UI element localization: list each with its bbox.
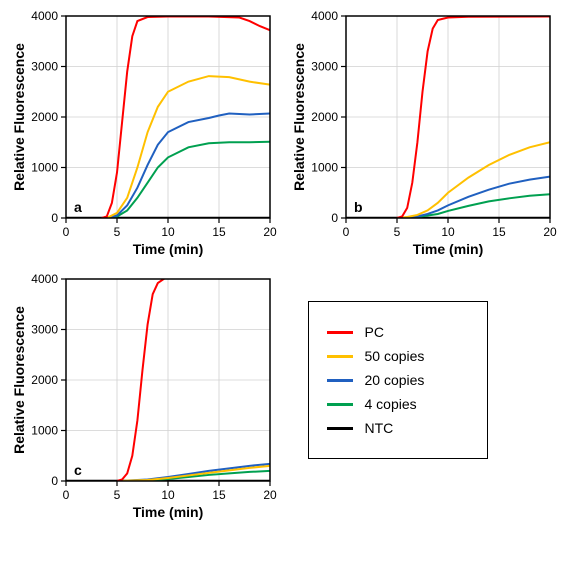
panel-tag: b — [354, 199, 363, 215]
legend-label: NTC — [365, 420, 394, 436]
panel-tag: c — [74, 462, 82, 478]
y-axis-label: Relative Fluorescence — [291, 43, 307, 191]
legend-row-c20: 20 copies — [327, 372, 469, 388]
legend-row-c50: 50 copies — [327, 348, 469, 364]
xtick-label: 20 — [263, 488, 277, 502]
ytick-label: 3000 — [31, 323, 58, 337]
legend-box: PC 50 copies 20 copies 4 copies NTC — [308, 301, 488, 459]
xtick-label: 10 — [441, 225, 455, 239]
chart-a: 0 5 10 15 20 0 1000 2000 3000 4000 Time (min) Relat… — [8, 8, 278, 263]
xtick-label: 20 — [263, 225, 277, 239]
ytick-label: 4000 — [31, 272, 58, 286]
panel-a: 0 5 10 15 20 0 1000 2000 3000 4000 Time (min) Relat… — [8, 8, 280, 263]
chart-c: 0 5 10 15 20 0 1000 2000 3000 4000 Time (min) Relat… — [8, 271, 278, 526]
legend-swatch-c50 — [327, 355, 353, 358]
ytick-label: 0 — [51, 474, 58, 488]
xtick-label: 10 — [161, 225, 175, 239]
xtick-label: 0 — [63, 225, 70, 239]
ytick-label: 2000 — [311, 110, 338, 124]
legend-label: 20 copies — [365, 372, 425, 388]
ytick-label: 2000 — [31, 110, 58, 124]
x-axis-label: Time (min) — [133, 241, 204, 257]
ytick-label: 3000 — [311, 60, 338, 74]
xtick-label: 5 — [393, 225, 400, 239]
legend-row-ntc: NTC — [327, 420, 469, 436]
panel-b: 0 5 10 15 20 0 1000 2000 3000 4000 Time (min) Relat… — [288, 8, 560, 263]
ytick-label: 0 — [51, 211, 58, 225]
x-axis-label: Time (min) — [133, 504, 204, 520]
y-axis-label: Relative Fluorescence — [11, 306, 27, 454]
y-axis-label: Relative Fluorescence — [11, 43, 27, 191]
legend-row-c4: 4 copies — [327, 396, 469, 412]
xtick-label: 0 — [63, 488, 70, 502]
legend-row-pc: PC — [327, 324, 469, 340]
xtick-label: 15 — [492, 225, 506, 239]
ytick-label: 1000 — [31, 424, 58, 438]
xtick-label: 15 — [212, 488, 226, 502]
x-axis-label: Time (min) — [412, 241, 483, 257]
xtick-label: 15 — [212, 225, 226, 239]
panel-tag: a — [74, 199, 82, 215]
panel-c: 0 5 10 15 20 0 1000 2000 3000 4000 Time (min) Relat… — [8, 271, 280, 526]
ytick-label: 4000 — [311, 9, 338, 23]
xtick-label: 10 — [161, 488, 175, 502]
chart-b: 0 5 10 15 20 0 1000 2000 3000 4000 Time (min) Relat… — [288, 8, 558, 263]
ytick-label: 1000 — [311, 161, 338, 175]
legend-label: PC — [365, 324, 384, 340]
legend-panel: PC 50 copies 20 copies 4 copies NTC — [288, 271, 560, 526]
legend-swatch-pc — [327, 331, 353, 334]
xtick-label: 5 — [114, 488, 121, 502]
xtick-label: 5 — [114, 225, 121, 239]
ytick-label: 3000 — [31, 60, 58, 74]
ytick-label: 0 — [331, 211, 338, 225]
ytick-label: 4000 — [31, 9, 58, 23]
ytick-label: 2000 — [31, 373, 58, 387]
chart-grid: 0510152001000200030004000Time (min)Relat… — [8, 8, 559, 526]
legend-label: 4 copies — [365, 396, 417, 412]
xtick-label: 20 — [543, 225, 557, 239]
legend-swatch-c4 — [327, 403, 353, 406]
ytick-label: 1000 — [31, 161, 58, 175]
xtick-label: 0 — [342, 225, 349, 239]
legend-swatch-ntc — [327, 427, 353, 430]
legend-swatch-c20 — [327, 379, 353, 382]
legend-label: 50 copies — [365, 348, 425, 364]
